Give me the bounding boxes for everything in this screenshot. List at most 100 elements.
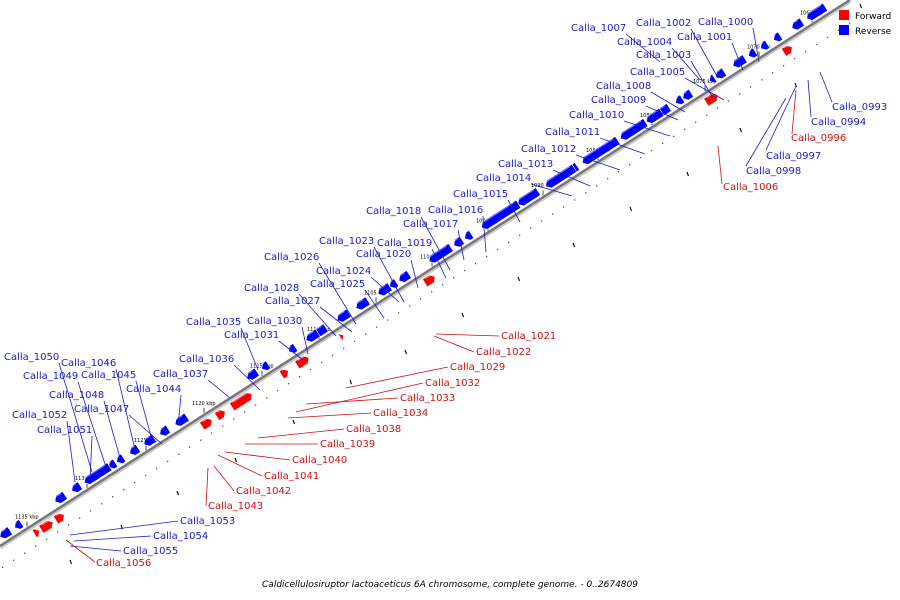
leader-line — [410, 259, 419, 289]
dotted-guide — [266, 397, 268, 399]
leader-line — [623, 120, 671, 137]
dotted-guide — [541, 220, 543, 222]
dotted-guide — [387, 319, 389, 321]
dotted-guide — [277, 390, 279, 392]
gene-label: Calla_1015 — [453, 189, 508, 200]
leader-line — [65, 539, 96, 563]
dotted-guide — [618, 171, 620, 173]
gene-label: Calla_0996 — [791, 133, 846, 144]
leader-line — [240, 327, 259, 371]
reverse-gene — [54, 491, 68, 504]
leader-line — [433, 335, 475, 353]
leader-line — [233, 364, 261, 391]
dotted-guide — [717, 107, 719, 109]
gene-layer — [0, 2, 829, 539]
reverse-gene — [545, 163, 578, 189]
leader-line — [217, 454, 263, 477]
leader-line — [103, 400, 121, 459]
track-dash — [686, 171, 690, 177]
dotted-guide — [794, 57, 796, 60]
dotted-guide — [442, 284, 444, 286]
dotted-guide — [849, 22, 851, 24]
gene-label: Calla_0994 — [811, 117, 866, 128]
leader-line — [791, 89, 797, 135]
leader-line — [58, 362, 93, 473]
leader-line — [819, 71, 833, 103]
gene-label: Calla_1053 — [180, 516, 235, 527]
dotted-guide — [233, 418, 235, 420]
dotted-guide — [827, 36, 829, 39]
dotted-guide — [508, 241, 510, 243]
track-dash — [176, 490, 180, 496]
leader-line — [364, 289, 385, 319]
leader-line — [420, 216, 451, 271]
dotted-guide — [761, 79, 763, 81]
gene-label: Calla_0997 — [766, 151, 821, 162]
gene-label: Calla_1006 — [723, 182, 778, 193]
reverse-gene — [682, 88, 695, 101]
dotted-guide — [728, 100, 730, 102]
dotted-guide — [497, 248, 499, 251]
gene-label: Calla_1009 — [591, 95, 646, 106]
reverse-gene — [620, 118, 649, 141]
gene-label: Calla_1039 — [320, 439, 375, 450]
gene-label: Calla_1011 — [545, 127, 600, 138]
track-dash — [461, 312, 465, 318]
reverse-gene — [0, 526, 13, 539]
reverse-gene — [732, 54, 748, 69]
dotted-guide — [530, 227, 532, 229]
tick-label: 1075 kbp — [693, 79, 717, 85]
gene-label: Calla_1048 — [49, 390, 104, 401]
gene-label: Calla_1027 — [265, 296, 320, 307]
gene-label: Calla_1054 — [153, 531, 208, 542]
gene-label: Calla_1001 — [677, 32, 732, 43]
reverse-gene — [791, 17, 805, 31]
gene-label: Calla_1036 — [179, 354, 234, 365]
dotted-guide — [563, 206, 565, 208]
gene-label: Calla_1010 — [569, 110, 624, 121]
dotted-guide — [123, 488, 125, 491]
gene-label: Calla_1002 — [636, 18, 691, 29]
dotted-guide — [486, 255, 488, 258]
dotted-guide — [420, 298, 422, 300]
leader-line — [765, 85, 797, 151]
gene-label: Calla_0993 — [832, 102, 887, 113]
dotted-guide — [35, 545, 37, 547]
dotted-guide — [431, 291, 433, 293]
track-dash — [292, 419, 296, 425]
reverse-gene — [709, 73, 718, 84]
reverse-gene — [288, 343, 299, 354]
forward-gene — [337, 332, 345, 343]
leader-line — [77, 381, 108, 471]
dotted-guide — [651, 149, 653, 152]
dotted-guide — [552, 213, 554, 215]
leader-line — [207, 379, 231, 399]
leader-line — [373, 246, 405, 303]
leader-line — [671, 47, 701, 81]
reverse-gene — [806, 2, 829, 21]
dotted-guide — [299, 375, 301, 378]
leader-line — [298, 293, 337, 337]
dotted-guide — [90, 510, 92, 512]
leader-line — [318, 262, 357, 325]
dotted-guide — [255, 404, 257, 406]
reverse-gene — [715, 67, 728, 80]
leader-layer — [58, 27, 833, 563]
dotted-guide — [46, 538, 48, 540]
dotted-guide — [24, 552, 26, 554]
dotted-guide — [519, 234, 521, 236]
leader-line — [301, 326, 309, 355]
gene-label: Calla_1046 — [61, 358, 116, 369]
track-dash — [69, 559, 73, 565]
forward-gene — [422, 274, 436, 288]
leader-line — [66, 420, 76, 483]
leader-line — [482, 215, 487, 253]
gene-label: Calla_1035 — [186, 317, 241, 328]
gene-label: Calla_1019 — [377, 238, 432, 249]
dotted-guide — [167, 460, 169, 463]
gene-label: Calla_1012 — [521, 144, 576, 155]
reverse-gene — [336, 308, 352, 323]
leader-line — [278, 340, 304, 361]
gene-label: Calla_1026 — [264, 252, 319, 263]
dotted-guide — [145, 474, 147, 477]
